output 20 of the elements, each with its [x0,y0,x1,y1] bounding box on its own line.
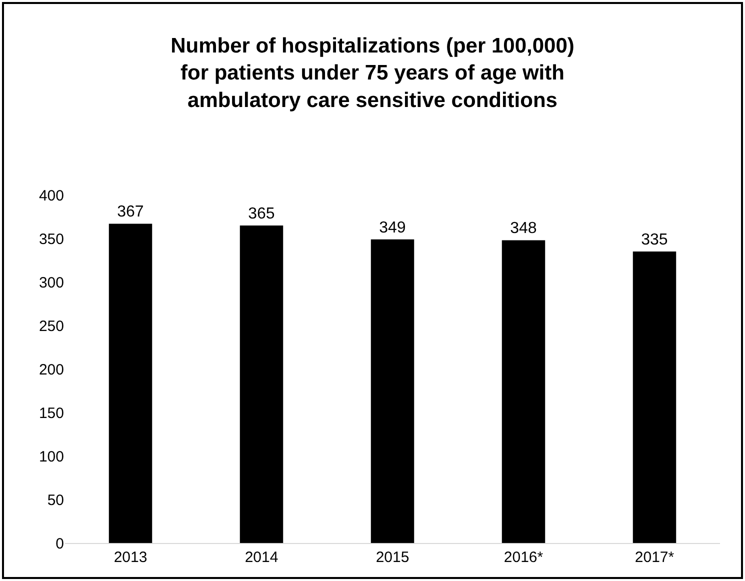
y-tick-label: 50 [47,492,64,509]
y-tick-label: 350 [38,230,64,248]
y-tick-label: 150 [38,404,64,422]
x-tick-label: 2013 [114,549,148,566]
y-tick-label: 250 [38,318,64,335]
data-label: 365 [248,205,275,222]
data-label: 348 [510,220,537,238]
y-tick-label: 400 [38,187,64,204]
data-label: 335 [641,232,668,249]
y-tick-label: 300 [38,274,64,292]
x-tick-label: 2014 [244,549,278,566]
x-tick-label: 2017* [634,549,674,566]
chart-title: Number of hospitalizations (per 100,000) for patients under 75 years of age with ambulatory care sensitive conditions [170,34,574,112]
data-label: 349 [379,219,406,236]
data-label: 367 [117,204,144,221]
y-tick-label: 0 [56,535,64,552]
x-tick-label: 2016* [504,549,544,566]
y-tick-label: 200 [38,361,64,378]
x-tick-label: 2015 [376,549,410,566]
y-tick-label: 100 [38,448,64,466]
